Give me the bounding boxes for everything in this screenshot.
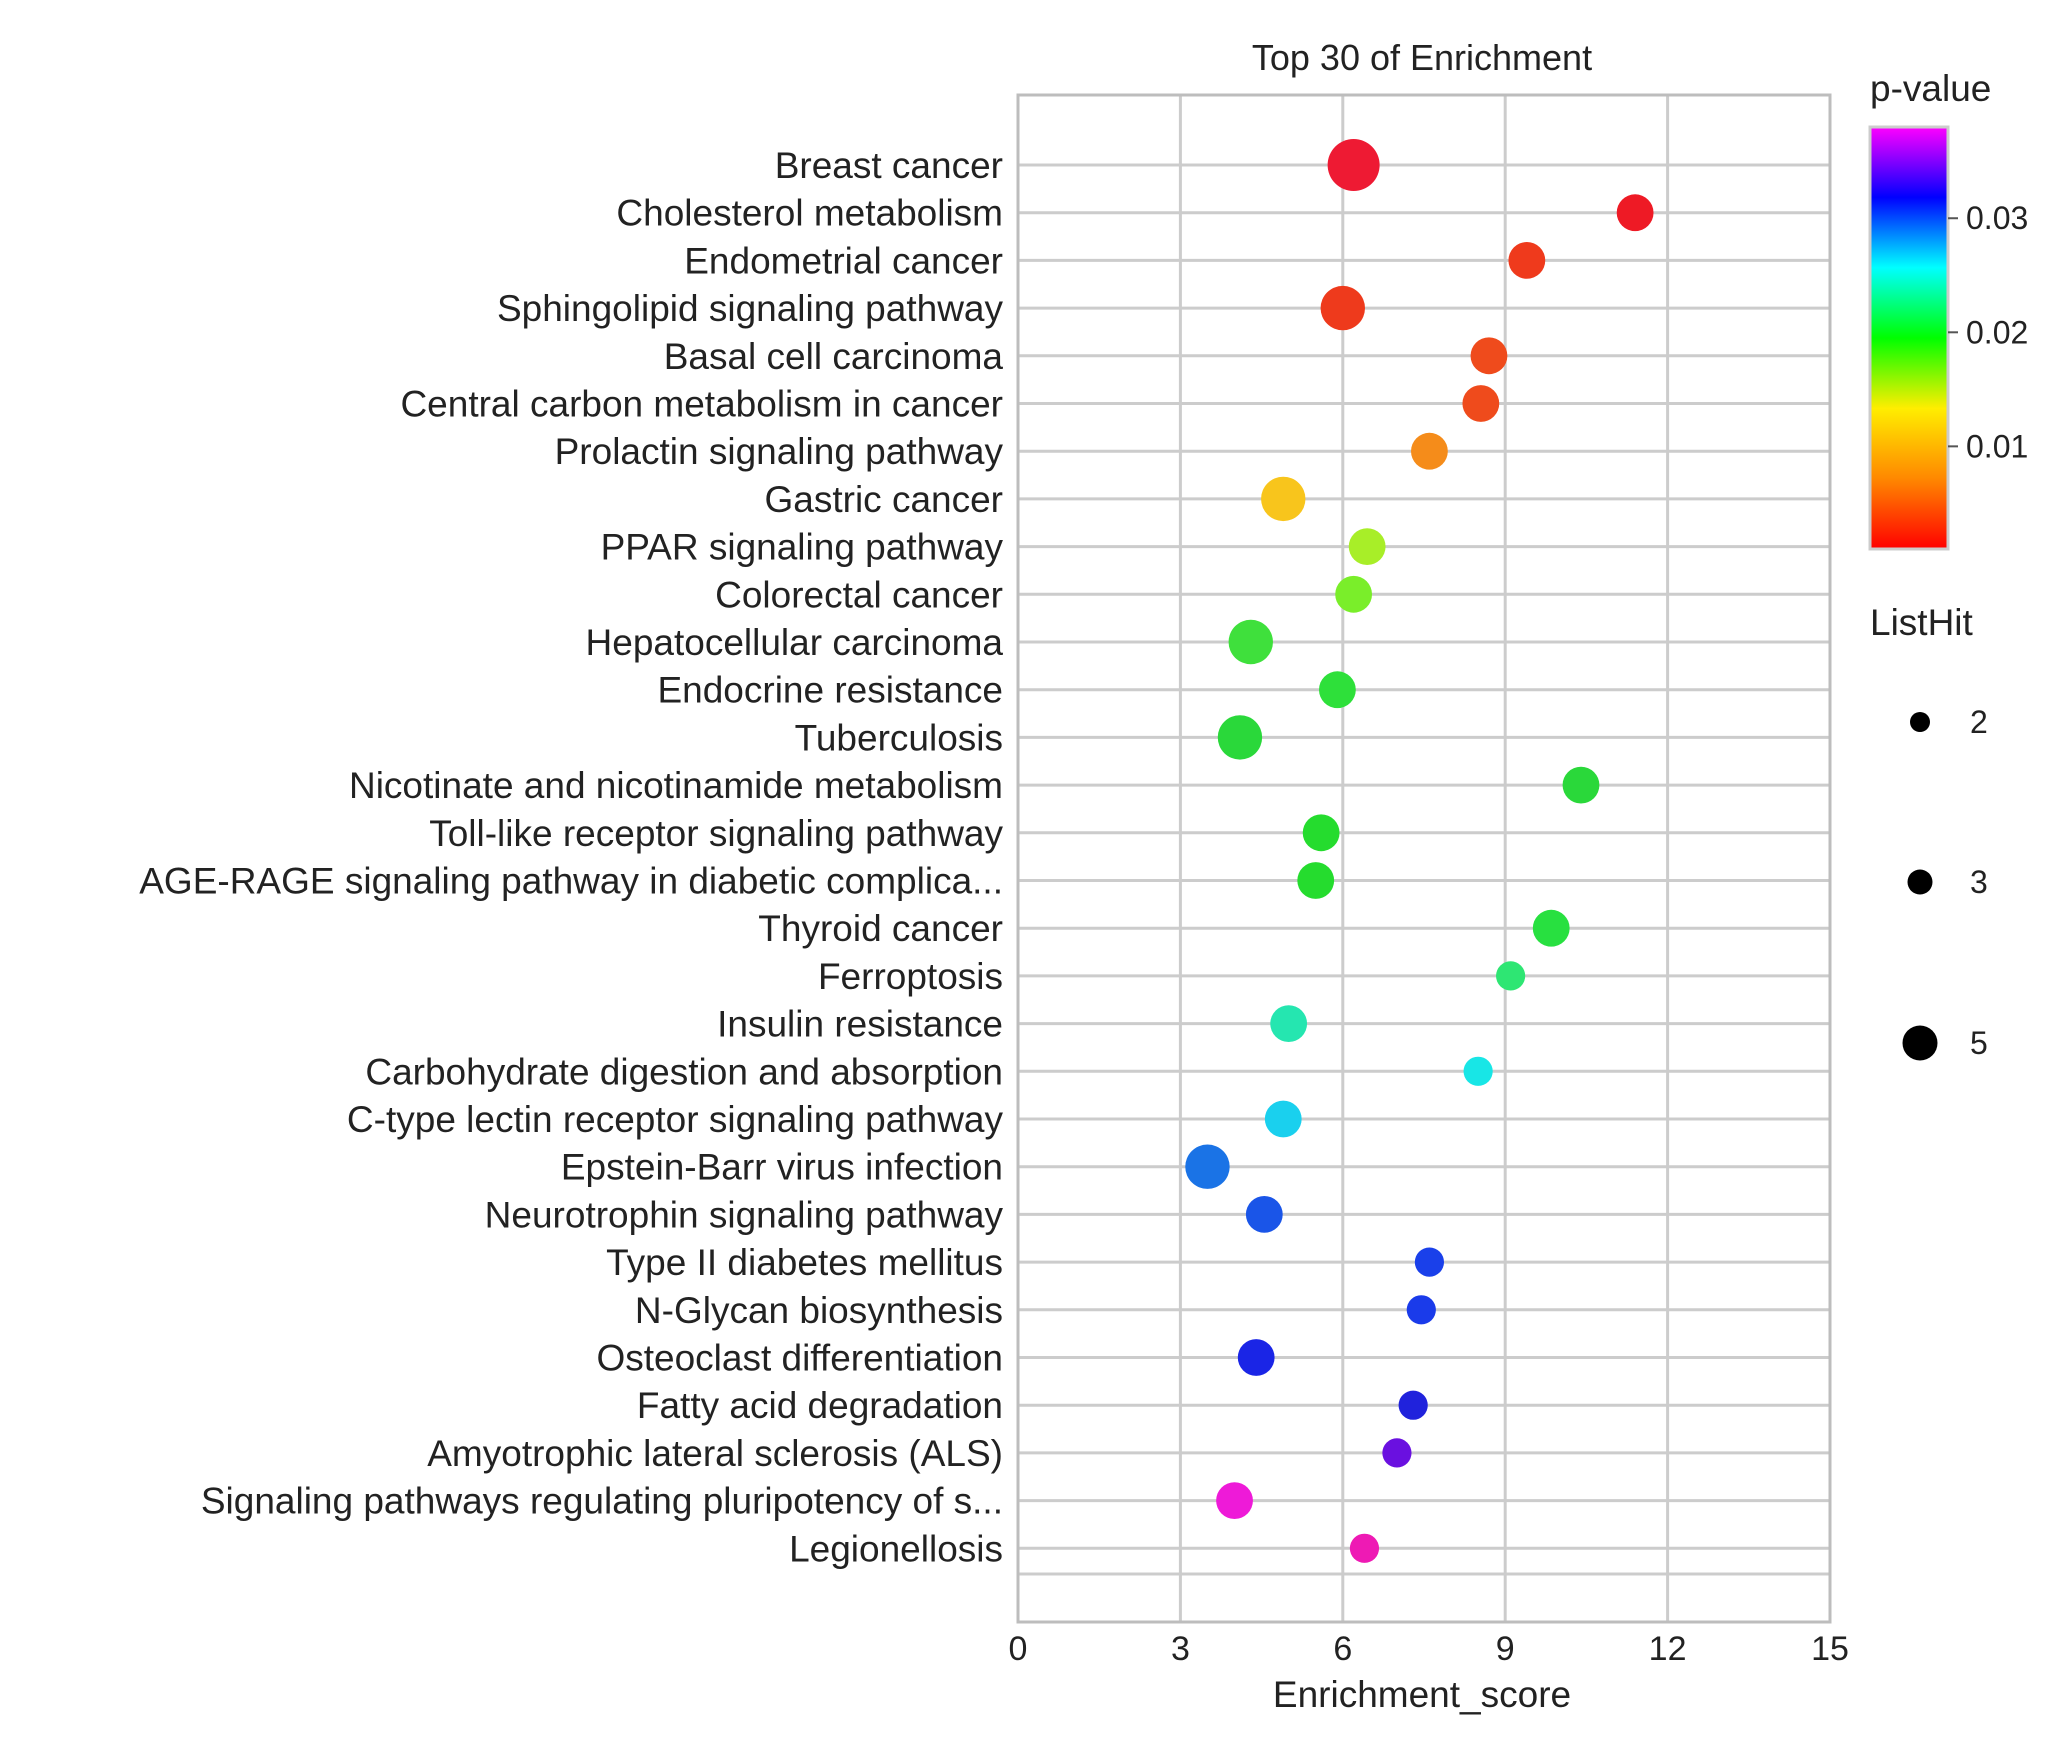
category-labels: Breast cancer Cholesterol metabolism Endom…: [139, 145, 1003, 1569]
data-point: [1302, 814, 1340, 852]
category-label: Colorectal cancer: [715, 574, 1003, 615]
data-point: [1349, 1533, 1380, 1563]
data-point: [1261, 476, 1306, 522]
size-legend-label: 5: [1970, 1025, 1988, 1061]
colorbar-tick-label: 0.02: [1966, 314, 2028, 350]
category-label: Tuberculosis: [795, 717, 1003, 758]
x-tick-label-6: 6: [1333, 1630, 1352, 1668]
category-label: Cholesterol metabolism: [616, 193, 1003, 234]
category-label: Signaling pathways regulating pluripoten…: [201, 1481, 1003, 1522]
x-tick-label-9: 9: [1496, 1630, 1515, 1668]
data-point: [1398, 1390, 1428, 1420]
data-point: [1462, 385, 1500, 422]
data-point: [1297, 862, 1335, 899]
data-point: [1245, 1196, 1283, 1233]
category-label: Gastric cancer: [764, 479, 1003, 520]
colorbar-tick-label: 0.01: [1966, 428, 2028, 464]
data-point: [1562, 766, 1600, 804]
data-point: [1348, 528, 1386, 565]
data-point: [1185, 1144, 1230, 1189]
category-label: Type II diabetes mellitus: [606, 1242, 1003, 1283]
data-point: [1470, 337, 1508, 375]
category-label: Nicotinate and nicotinamide metabolism: [349, 765, 1003, 806]
category-label: Thyroid cancer: [758, 908, 1003, 949]
category-label: Fatty acid degradation: [637, 1385, 1003, 1426]
colorbar-tick-labels: 0.01 0.02 0.03: [1948, 200, 2028, 464]
category-label: Carbohydrate digestion and absorption: [365, 1051, 1003, 1092]
data-point: [1532, 909, 1570, 947]
category-label: Epstein-Barr virus infection: [561, 1147, 1003, 1188]
category-label: Legionellosis: [789, 1528, 1003, 1569]
category-label: Osteoclast differentiation: [596, 1338, 1003, 1379]
data-point: [1616, 194, 1654, 232]
x-tick-label-3: 3: [1171, 1630, 1190, 1668]
chart-title: Top 30 of Enrichment: [1252, 37, 1592, 78]
data-point: [1382, 1438, 1412, 1468]
grid-lines: [1016, 95, 1832, 1622]
listhit-size-legend: ListHit 2 3 5: [1870, 602, 1988, 1061]
size-legend-dot: [1910, 712, 1930, 732]
category-label: C-type lectin receptor signaling pathway: [347, 1099, 1004, 1140]
category-label: Prolactin signaling pathway: [555, 431, 1004, 472]
data-point: [1237, 1339, 1275, 1376]
category-label: Sphingolipid signaling pathway: [497, 288, 1004, 329]
data-point: [1320, 285, 1366, 331]
colorbar-tick-label: 0.03: [1966, 200, 2028, 236]
category-label: AGE-RAGE signaling pathway in diabetic c…: [139, 861, 1003, 902]
data-point: [1414, 1247, 1445, 1277]
data-point: [1216, 1482, 1253, 1519]
data-point: [1411, 432, 1448, 470]
size-legend-dot: [1907, 869, 1933, 895]
x-tick-label-12: 12: [1649, 1630, 1687, 1668]
size-legend-title: ListHit: [1870, 602, 1974, 643]
category-label: Hepatocellular carcinoma: [586, 622, 1004, 663]
data-point: [1217, 715, 1263, 760]
pvalue-color-legend: p-value 0.01 0.02 0.03: [1868, 68, 2028, 551]
category-label: Ferroptosis: [818, 956, 1003, 997]
data-point: [1508, 242, 1546, 279]
data-point: [1228, 619, 1273, 665]
category-label: Central carbon metabolism in cancer: [400, 384, 1003, 425]
size-legend-entries: 2 3 5: [1902, 704, 1988, 1061]
category-label: Insulin resistance: [717, 1004, 1003, 1045]
x-axis-title: Enrichment_score: [1273, 1674, 1571, 1715]
x-tick-label-15: 15: [1811, 1630, 1849, 1668]
data-point: [1327, 139, 1380, 191]
data-point: [1496, 961, 1526, 991]
category-label: PPAR signaling pathway: [601, 527, 1004, 568]
x-tick-label-0: 0: [1009, 1630, 1028, 1668]
data-point: [1264, 1100, 1302, 1138]
data-point: [1335, 575, 1373, 613]
category-label: Endometrial cancer: [684, 240, 1003, 281]
category-label: Breast cancer: [775, 145, 1003, 186]
size-legend-dot: [1902, 1025, 1938, 1061]
category-label: N-Glycan biosynthesis: [635, 1290, 1003, 1331]
category-label: Basal cell carcinoma: [664, 336, 1004, 377]
category-label: Amyotrophic lateral sclerosis (ALS): [427, 1433, 1003, 1474]
size-legend-label: 3: [1970, 864, 1988, 900]
size-legend-label: 2: [1970, 704, 1988, 740]
pvalue-colorbar: [1868, 125, 1950, 551]
data-point: [1463, 1056, 1493, 1086]
plot-frame: [1016, 93, 1832, 1624]
category-label: Endocrine resistance: [657, 670, 1003, 711]
data-points: [1185, 139, 1654, 1563]
color-legend-title: p-value: [1870, 68, 1991, 109]
data-point: [1318, 671, 1356, 709]
category-label: Neurotrophin signaling pathway: [485, 1194, 1004, 1235]
data-point: [1406, 1295, 1436, 1325]
x-tick-labels: 0 3 6 9 12 15: [1009, 1630, 1849, 1668]
data-point: [1270, 1005, 1308, 1042]
category-label: Toll-like receptor signaling pathway: [429, 813, 1003, 854]
